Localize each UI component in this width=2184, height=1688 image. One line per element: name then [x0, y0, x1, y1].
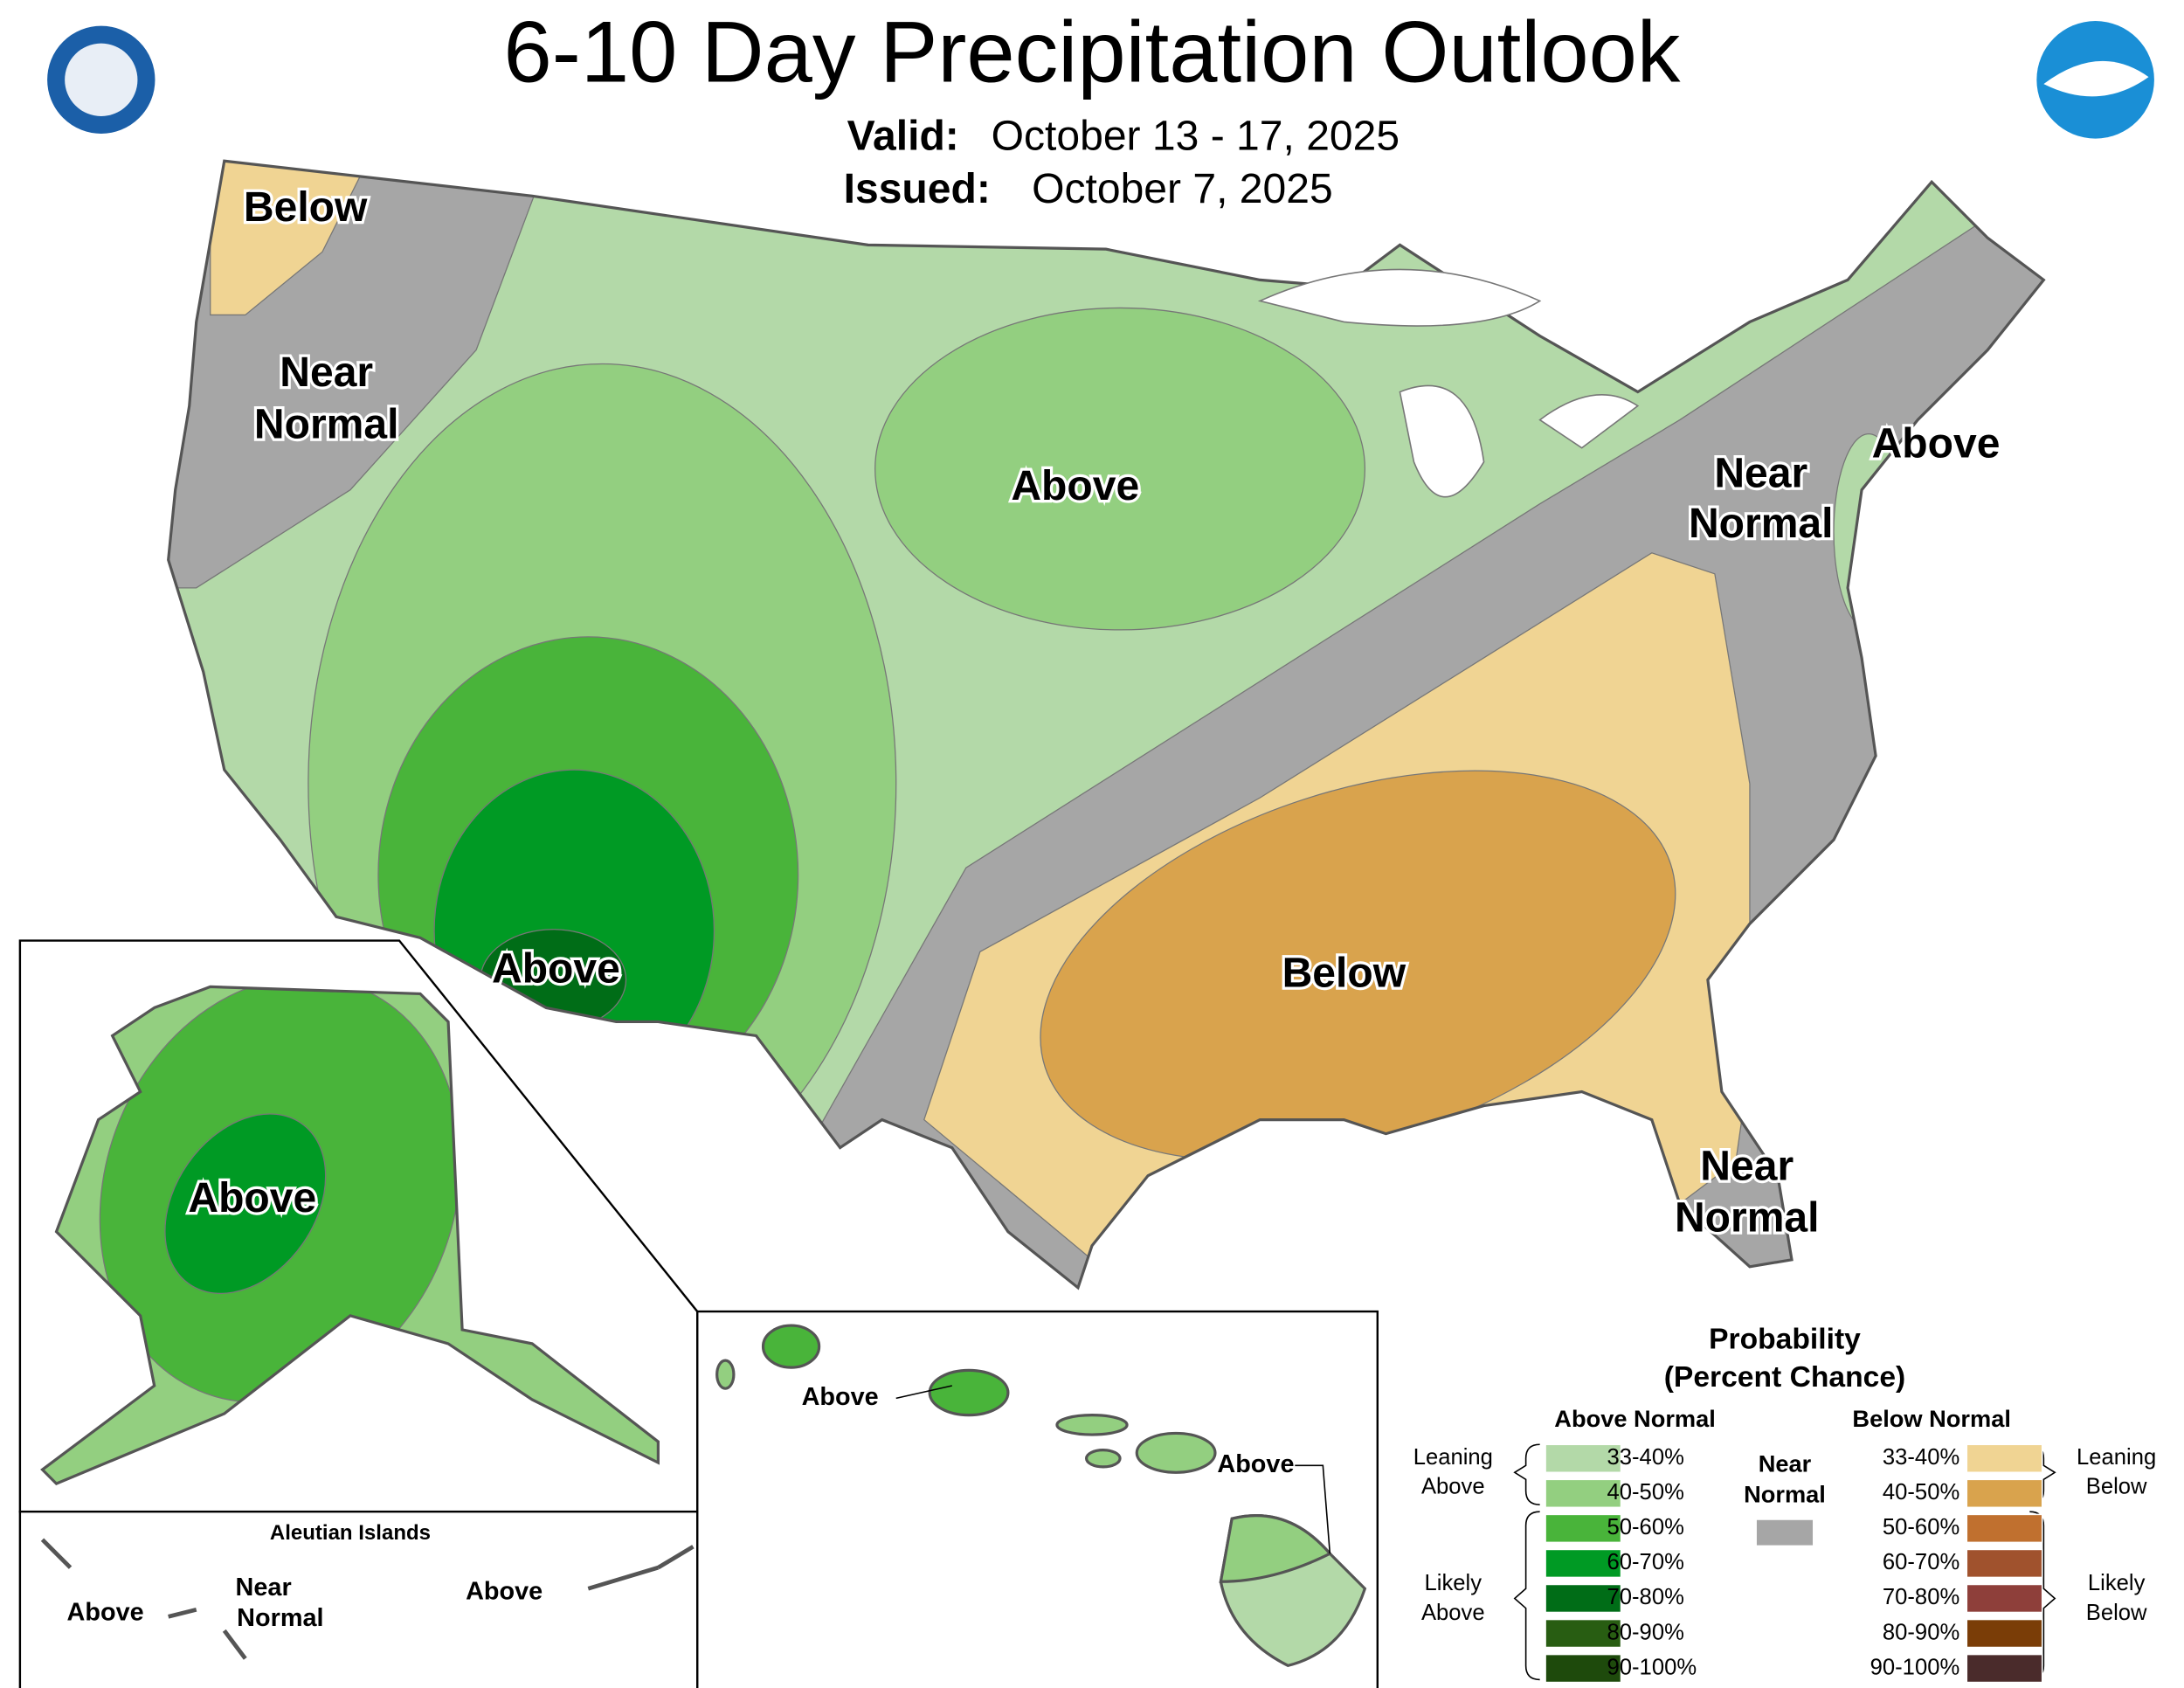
legend-swatch: [1966, 1513, 2043, 1544]
legend-header: Below Normal: [1852, 1405, 2011, 1432]
region-label: Above: [1872, 421, 2001, 467]
legend-label: 70-80%: [1883, 1585, 1959, 1609]
noaa-logo-bird: [2043, 60, 2149, 97]
legend-group: Likely: [1425, 1571, 1482, 1595]
legend-label: 60-70%: [1607, 1550, 1684, 1574]
legend-swatch: [1966, 1583, 2043, 1614]
aleutian-title: Aleutian Islands: [270, 1521, 431, 1545]
legend-label: 50-60%: [1883, 1515, 1959, 1539]
region-label: Near: [1714, 450, 1807, 496]
legend-group: Above: [1421, 1475, 1485, 1499]
island: [928, 1368, 1010, 1417]
region-label: Above: [802, 1383, 879, 1411]
legend-swatch: [1545, 1548, 1622, 1579]
issued-label: Issued:: [844, 166, 991, 212]
legend-swatch: [1545, 1478, 1622, 1509]
legend-label: 33-40%: [1883, 1445, 1959, 1470]
legend-label: 80-90%: [1607, 1620, 1684, 1644]
region-leaning-below: [210, 161, 380, 316]
legend-swatch: [1966, 1478, 2043, 1509]
island: [1084, 1449, 1122, 1469]
legend-label: 50-60%: [1607, 1515, 1684, 1539]
commerce-logo-inner: [65, 43, 138, 116]
title: 6-10 Day Precipitation Outlook: [504, 4, 1681, 101]
legend-label: 80-90%: [1883, 1620, 1959, 1644]
legend-swatch: [1966, 1548, 2043, 1579]
legend-group: Above: [1421, 1601, 1485, 1625]
aleutian-inset: [18, 1510, 699, 1688]
region-label: Above: [1217, 1450, 1294, 1478]
legend-swatch: [1545, 1583, 1622, 1614]
legend-swatch: [1545, 1443, 1622, 1474]
island: [1219, 1514, 1332, 1583]
island: [1055, 1414, 1129, 1436]
region-label: Above: [1011, 463, 1139, 509]
region-label: Normal: [1675, 1195, 1820, 1242]
legend-label: 40-50%: [1607, 1480, 1684, 1505]
legend-title: (Percent Chance): [1664, 1361, 1906, 1394]
legend-group: Leaning: [1413, 1445, 1493, 1470]
legend-near: Normal: [1744, 1481, 1826, 1508]
legend-label: 33-40%: [1607, 1445, 1684, 1470]
legend-label: 90-100%: [1870, 1655, 1960, 1679]
legend-label: 70-80%: [1607, 1585, 1684, 1609]
legend-swatch: [1545, 1653, 1622, 1684]
hawaii-islands: [715, 1324, 1367, 1668]
legend: Probability (Percent Chance) Above Norma…: [1413, 1324, 2156, 1684]
issued-date: October 7, 2025: [1032, 166, 1333, 212]
legend-swatch: [1545, 1513, 1622, 1544]
region-label: Near: [280, 349, 373, 396]
region-label: Above: [67, 1599, 144, 1627]
region-label: Above: [188, 1175, 316, 1221]
valid-label: Valid:: [847, 113, 959, 159]
legend-swatch: [1545, 1618, 1622, 1649]
region-label: Normal: [237, 1604, 323, 1632]
region-label: Above: [466, 1578, 543, 1606]
region-label: Below: [244, 184, 368, 231]
island: [761, 1324, 821, 1369]
legend-swatch: [1966, 1618, 2043, 1649]
legend-title: Probability: [1709, 1324, 1861, 1356]
legend-label: 40-50%: [1883, 1480, 1959, 1505]
region-label: Near: [236, 1574, 292, 1602]
legend-swatch: [1966, 1443, 2043, 1474]
legend-bracket: [1513, 1443, 2056, 1681]
region-above-40: [874, 307, 1366, 631]
legend-label: 90-100%: [1607, 1655, 1697, 1679]
legend-label: 60-70%: [1883, 1550, 1959, 1574]
legend-near: Near: [1759, 1449, 1812, 1477]
region-label: Near: [1700, 1143, 1794, 1189]
legend-group: Likely: [2088, 1571, 2146, 1595]
region-above-60: [164, 1113, 327, 1295]
region-label: Normal: [254, 401, 399, 447]
leader-line: [895, 1385, 1331, 1554]
valid-date: October 13 - 17, 2025: [992, 113, 1400, 159]
legend-header: Above Normal: [1554, 1405, 1716, 1432]
region-label: Above: [492, 945, 620, 992]
alaska-outline: [40, 985, 660, 1486]
legend-swatch: [1966, 1653, 2043, 1684]
legend-group: Leaning: [2077, 1445, 2156, 1470]
aleutian-islands: [40, 1538, 695, 1660]
region-label: Below: [1282, 950, 1406, 996]
island: [1135, 1431, 1217, 1474]
great-lakes: [1257, 268, 1640, 498]
legend-group: Below: [2086, 1601, 2147, 1625]
region-label: Normal: [1689, 501, 1834, 547]
legend-swatch: [1756, 1519, 1814, 1546]
island: [715, 1359, 736, 1390]
legend-group: Below: [2086, 1475, 2147, 1499]
